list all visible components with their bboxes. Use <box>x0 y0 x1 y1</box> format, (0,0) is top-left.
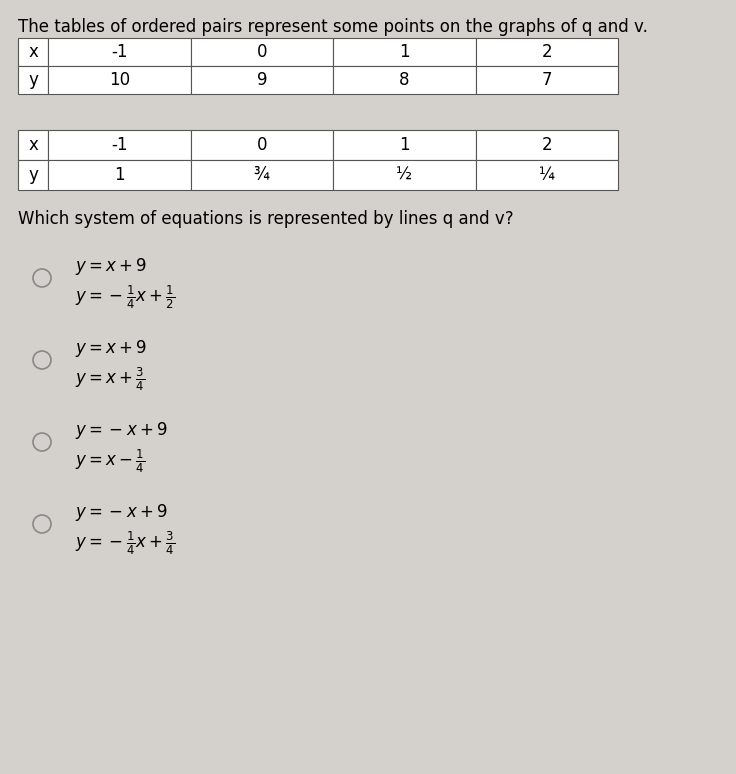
Bar <box>191 160 333 190</box>
Text: $y=-x+9$: $y=-x+9$ <box>75 502 168 523</box>
Text: The tables of ordered pairs represent some points on the graphs of q and v.: The tables of ordered pairs represent so… <box>18 18 648 36</box>
Bar <box>191 66 333 94</box>
Text: $y=-\frac{1}{4}x+\frac{1}{2}$: $y=-\frac{1}{4}x+\frac{1}{2}$ <box>75 284 175 311</box>
Text: 2: 2 <box>542 136 552 154</box>
Bar <box>333 66 475 94</box>
Bar <box>48 130 191 160</box>
Text: $y=x+\frac{3}{4}$: $y=x+\frac{3}{4}$ <box>75 366 145 393</box>
Bar <box>475 130 618 160</box>
Bar <box>475 66 618 94</box>
Bar <box>48 66 191 94</box>
Text: 10: 10 <box>109 71 130 89</box>
Text: y: y <box>28 166 38 184</box>
Text: ¾: ¾ <box>254 166 270 184</box>
Text: $y=-\frac{1}{4}x+\frac{3}{4}$: $y=-\frac{1}{4}x+\frac{3}{4}$ <box>75 530 175 557</box>
Bar <box>191 130 333 160</box>
Text: 1: 1 <box>114 166 124 184</box>
Text: x: x <box>28 136 38 154</box>
Text: 0: 0 <box>257 136 267 154</box>
Text: $y=-x+9$: $y=-x+9$ <box>75 420 168 441</box>
Bar <box>18 38 48 66</box>
Bar <box>191 38 333 66</box>
Bar <box>333 130 475 160</box>
Text: -1: -1 <box>111 43 127 61</box>
Bar <box>48 160 191 190</box>
Text: 0: 0 <box>257 43 267 61</box>
Bar <box>475 160 618 190</box>
Bar <box>48 38 191 66</box>
Bar <box>333 160 475 190</box>
Text: 9: 9 <box>257 71 267 89</box>
Text: $y=x-\frac{1}{4}$: $y=x-\frac{1}{4}$ <box>75 448 145 475</box>
Text: $y=x+9$: $y=x+9$ <box>75 256 147 277</box>
Text: 2: 2 <box>542 43 552 61</box>
Text: 1: 1 <box>399 43 409 61</box>
Bar <box>333 38 475 66</box>
Bar <box>18 66 48 94</box>
Text: Which system of equations is represented by lines q and v?: Which system of equations is represented… <box>18 210 514 228</box>
Text: 8: 8 <box>399 71 409 89</box>
Text: x: x <box>28 43 38 61</box>
Bar <box>18 130 48 160</box>
Text: y: y <box>28 71 38 89</box>
Text: 7: 7 <box>542 71 552 89</box>
Text: ½: ½ <box>396 166 412 184</box>
Text: -1: -1 <box>111 136 127 154</box>
Text: 1: 1 <box>399 136 409 154</box>
Text: $y=x+9$: $y=x+9$ <box>75 338 147 359</box>
Text: ¼: ¼ <box>539 166 555 184</box>
Bar <box>18 160 48 190</box>
Bar <box>475 38 618 66</box>
